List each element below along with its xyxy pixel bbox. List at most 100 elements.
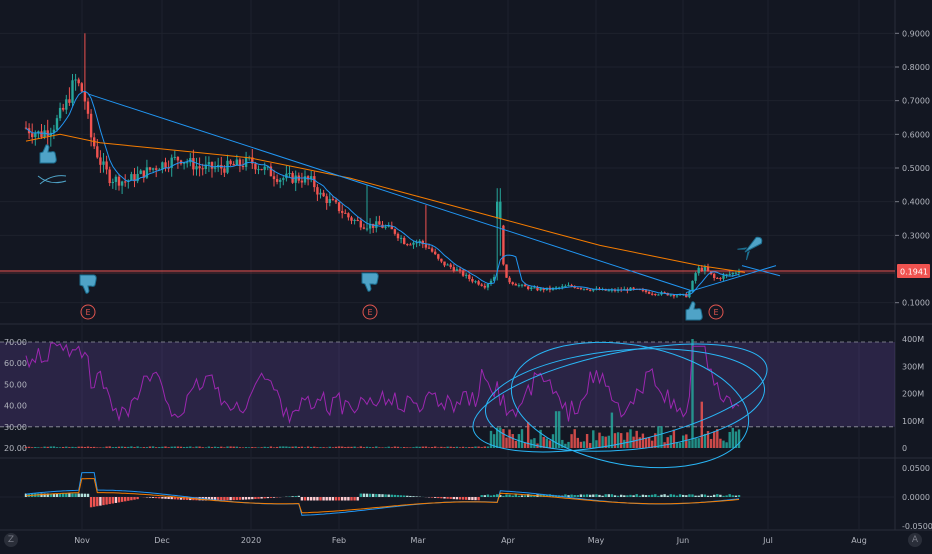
candle-body <box>366 229 368 230</box>
candle-body <box>586 289 588 290</box>
candle-body <box>372 224 374 228</box>
macd-bar <box>583 495 585 497</box>
candle-body <box>732 273 734 274</box>
candle-body <box>400 238 402 239</box>
candle-body <box>195 166 197 169</box>
volume-bar <box>341 447 343 448</box>
macd-bar <box>384 494 386 497</box>
earnings-label: E <box>85 308 90 317</box>
volume-bar <box>366 447 368 448</box>
macd-bar <box>78 494 80 497</box>
volume-bar <box>335 447 337 448</box>
macd-bar <box>713 495 715 497</box>
macd-tick-label: 0.0000 <box>902 493 930 502</box>
candle-body <box>477 281 479 284</box>
volume-bar <box>254 447 256 448</box>
macd-bar <box>577 495 579 497</box>
volume-bar <box>549 440 551 448</box>
candle-body <box>670 295 672 296</box>
x-tick-label: Jun <box>676 536 690 545</box>
volume-bar <box>257 447 259 448</box>
macd-bar <box>632 495 634 497</box>
thumbs-up-icon <box>40 145 56 163</box>
volume-bar <box>453 447 455 448</box>
macd-bar <box>611 494 613 497</box>
volume-bar <box>251 447 253 448</box>
timezone-badge[interactable]: Z <box>4 533 18 547</box>
volume-bar <box>43 447 45 448</box>
macd-bar <box>663 494 665 497</box>
volume-bar <box>642 434 644 448</box>
volume-bar <box>50 447 52 448</box>
macd-bar <box>738 495 740 497</box>
volume-bar <box>99 447 101 448</box>
candle-body <box>164 162 166 167</box>
volume-tick-label: 400M <box>902 335 924 344</box>
macd-bar <box>304 497 306 500</box>
volume-bar <box>31 447 33 448</box>
macd-bar <box>298 496 300 497</box>
candle-body <box>242 166 244 167</box>
volume-bar <box>409 447 411 448</box>
macd-bar <box>381 494 383 497</box>
macd-bar <box>40 494 42 497</box>
volume-bar <box>211 447 213 448</box>
macd-bar <box>288 496 290 497</box>
volume-bar <box>375 446 377 448</box>
candle-body <box>508 278 510 283</box>
candle-body <box>570 285 572 286</box>
volume-bar <box>195 447 197 448</box>
volume-bar <box>360 446 362 448</box>
candle-body <box>648 292 650 294</box>
candle-body <box>245 157 247 166</box>
volume-bar <box>121 447 123 448</box>
volume-bar <box>319 447 321 448</box>
candle-body <box>31 133 33 137</box>
candle-body <box>347 213 349 217</box>
candle-body <box>530 287 532 288</box>
volume-bar <box>592 430 594 448</box>
price-tick-label: 0.3000 <box>902 231 930 240</box>
volume-bar <box>152 446 154 448</box>
candle-body <box>62 108 64 110</box>
candle-body <box>453 267 455 271</box>
candle-body <box>78 79 80 83</box>
volume-bar <box>636 431 638 448</box>
volume-bar <box>484 446 486 448</box>
candle-body <box>564 286 566 287</box>
macd-bar <box>319 497 321 500</box>
volume-bar <box>394 447 396 448</box>
volume-bar <box>725 442 727 448</box>
candle-body <box>403 238 405 244</box>
macd-bar <box>372 494 374 497</box>
volume-bar <box>93 447 95 448</box>
candle-body <box>577 288 579 289</box>
volume-bar <box>732 428 734 448</box>
candle-body <box>338 202 340 211</box>
macd-bar <box>667 496 669 497</box>
macd-bar <box>639 496 641 497</box>
volume-bar <box>546 438 548 448</box>
candle-body <box>152 168 154 169</box>
macd-tick-label: 0.0500 <box>902 464 930 473</box>
macd-bar <box>403 496 405 497</box>
macd-bar <box>592 495 594 497</box>
volume-bar <box>310 447 312 448</box>
macd-bar <box>171 497 173 499</box>
macd-bar <box>657 496 659 497</box>
macd-bar <box>589 495 591 497</box>
macd-bar <box>109 497 111 504</box>
volume-bar <box>381 447 383 448</box>
macd-bar <box>251 497 253 499</box>
macd-bar <box>332 497 334 500</box>
macd-bar <box>508 495 510 497</box>
x-tick-label: Apr <box>501 536 516 545</box>
candle-body <box>112 182 114 183</box>
macd-bar <box>716 494 718 497</box>
volume-bar <box>285 447 287 448</box>
x-tick-label: Feb <box>332 536 346 545</box>
candle-body <box>109 169 111 183</box>
auto-scale-badge[interactable]: A <box>908 533 922 547</box>
